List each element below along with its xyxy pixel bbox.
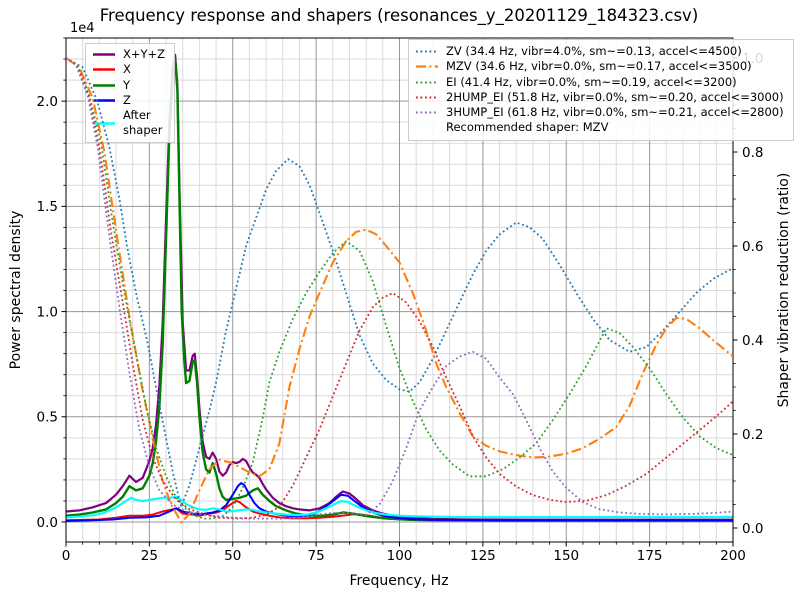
legend-key-dotted-line [415,110,439,115]
legend-key-solid-line [92,52,116,57]
y-right-tick-label: 0.8 [742,145,763,161]
legend-key-solid-line [92,67,116,72]
legend-shapers: ZV (34.4 Hz, vibr=4.0%, sm~=0.13, accel<… [408,39,794,141]
legend-label: EI (41.4 Hz, vibr=0.0%, sm~=0.19, accel<… [446,74,737,89]
tick-labels: 0 25 50 75 100 125 150 175 200 0.0 0.5 1.0 1.5 2.0 0.0… [37,51,764,564]
legend-label: 2HUMP_EI (51.8 Hz, vibr=0.0%, sm~=0.20, … [446,89,784,104]
y-left-tick-label: 0.0 [37,515,58,531]
x-tick-label: 0 [62,548,71,564]
legend-item: X+Y+Z [92,47,165,62]
legend-key-dotted-line [415,80,439,85]
legend-item: 2HUMP_EI (51.8 Hz, vibr=0.0%, sm~=0.20, … [415,90,784,105]
legend-label: Y [123,77,131,92]
legend-item: After shaper [92,108,165,139]
y-left-tick-label: 1.0 [37,304,58,320]
x-tick-label: 100 [387,548,413,564]
legend-label: 3HUMP_EI (61.8 Hz, vibr=0.0%, sm~=0.21, … [446,105,784,120]
x-axis-label: Frequency, Hz [349,573,448,589]
legend-recommended-note: Recommended shaper: MZV [415,120,784,135]
legend-key-dashdot-line [415,64,439,69]
y-left-tick-label: 0.5 [37,410,58,426]
y-axis-offset-label: 1e4 [70,21,95,36]
x-tick-label: 200 [720,548,746,564]
legend-key-dotted-line [415,49,439,54]
y-right-axis-label: Shaper vibration reduction (ratio) [776,173,792,408]
legend-item: MZV (34.6 Hz, vibr=0.0%, sm~=0.17, accel… [415,59,784,74]
legend-item: EI (41.4 Hz, vibr=0.0%, sm~=0.19, accel<… [415,75,784,90]
legend-key-solid-line [92,83,116,88]
x-tick-label: 125 [470,548,496,564]
x-tick-label: 150 [553,548,579,564]
legend-item: Y [92,78,165,93]
legend-item: 3HUMP_EI (61.8 Hz, vibr=0.0%, sm~=0.21, … [415,105,784,120]
legend-item: Z [92,93,165,108]
y-right-tick-label: 0.0 [742,521,763,537]
legend-psd: X+Y+Z X Y Z After shaper [85,43,176,143]
x-tick-label: 175 [637,548,663,564]
legend-item: X [92,62,165,77]
legend-item: ZV (34.4 Hz, vibr=4.0%, sm~=0.13, accel<… [415,44,784,59]
legend-label: X [123,62,131,77]
legend-label: ZV (34.4 Hz, vibr=4.0%, sm~=0.13, accel<… [446,44,742,58]
legend-label: X+Y+Z [123,47,166,61]
legend-key-solid-line [92,121,116,126]
y-right-tick-label: 0.4 [742,333,763,349]
y-right-tick-label: 0.6 [742,239,763,255]
x-tick-label: 50 [224,548,241,564]
y-right-tick-label: 0.2 [742,427,763,443]
y-left-tick-label: 2.0 [37,94,58,110]
legend-key-solid-line [92,98,116,103]
recommended-shaper-text: Recommended shaper: MZV [446,120,609,135]
legend-label: MZV (34.6 Hz, vibr=0.0%, sm~=0.17, accel… [446,59,752,74]
x-tick-label: 75 [308,548,325,564]
y-left-axis-label: Power spectral density [8,211,24,370]
chart-title: Frequency response and shapers (resonanc… [100,6,699,26]
legend-label: After shaper [123,108,163,138]
y-left-tick-label: 1.5 [37,199,58,215]
legend-key-dotted-line [415,95,439,100]
legend-label: Z [123,92,131,107]
x-tick-label: 25 [141,548,158,564]
